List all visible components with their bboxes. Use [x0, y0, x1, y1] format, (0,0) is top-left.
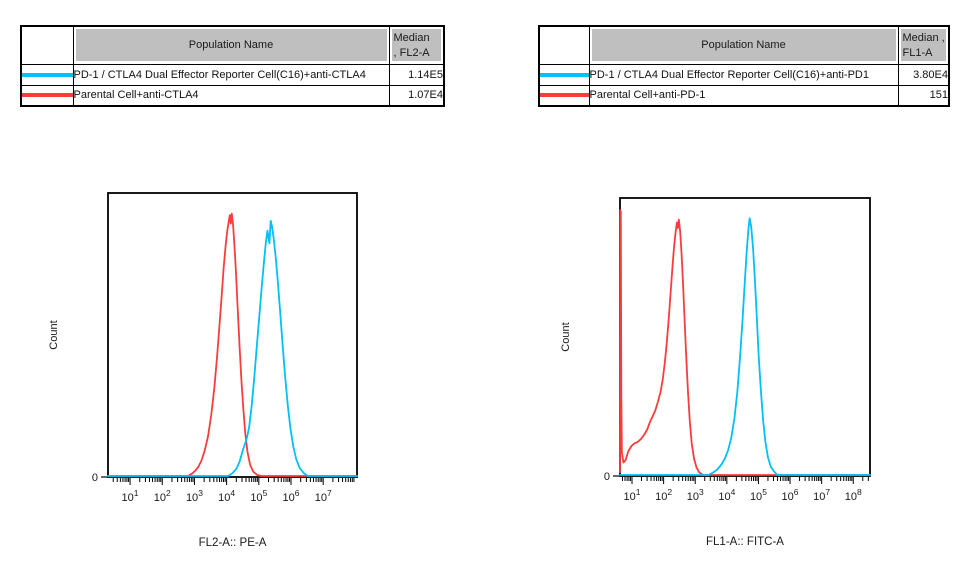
series-color-swatch-cyan — [540, 72, 588, 77]
x-tick-label: 107 — [315, 488, 332, 504]
x-tick-label: 106 — [782, 487, 799, 503]
series-curve — [619, 217, 871, 476]
x-tick-label: 105 — [750, 487, 767, 503]
median-header: Median , FL1-A — [897, 25, 950, 65]
y-axis-label: Count — [560, 322, 572, 351]
median-value-cell: 1.07E4 — [388, 84, 445, 107]
x-axis-ticks — [621, 477, 869, 484]
y-origin-label: 0 — [92, 472, 98, 484]
x-tick-label: 103 — [186, 488, 203, 504]
table-row: PD-1 / CTLA4 Dual Effector Reporter Cell… — [538, 63, 950, 86]
stats-table-left: Population Name Median, FL2-A PD-1 / CTL… — [20, 25, 445, 107]
x-tick-label: 105 — [250, 488, 267, 504]
median-value-cell: 3.80E4 — [897, 63, 950, 86]
median-header-label: Median , FL1-A — [900, 29, 946, 62]
series-color-swatch-cyan — [22, 72, 72, 77]
x-axis-label: FL1-A:: FITC-A — [706, 536, 784, 548]
x-tick-label: 104 — [718, 487, 735, 503]
plot-box — [107, 192, 358, 478]
population-name-cell: Parental Cell+anti-PD-1 — [588, 84, 899, 107]
population-name-cell: PD-1 / CTLA4 Dual Effector Reporter Cell… — [72, 63, 390, 86]
series-color-swatch-red — [540, 93, 588, 98]
table-row: Parental Cell+anti-PD-1 151 — [538, 84, 950, 107]
population-name-header-label: Population Name — [591, 29, 896, 62]
x-tick-label: 108 — [845, 487, 862, 503]
x-tick-label: 103 — [687, 487, 704, 503]
series-color-swatch-red — [22, 93, 72, 98]
series-curve — [107, 212, 358, 477]
x-axis-label: FL2-A:: PE-A — [199, 537, 267, 549]
x-tick-label: 102 — [655, 487, 672, 503]
table-row: PD-1 / CTLA4 Dual Effector Reporter Cell… — [20, 63, 445, 86]
stats-table-right: Population Name Median , FL1-A PD-1 / CTL… — [538, 25, 950, 107]
x-tick-label: 101 — [624, 487, 641, 503]
population-name-header-label: Population Name — [75, 29, 387, 62]
series-curve — [107, 219, 358, 477]
x-tick-label: 104 — [218, 488, 235, 504]
median-value-cell: 1.14E5 — [388, 63, 445, 86]
table-row: Parental Cell+anti-CTLA4 1.07E4 — [20, 84, 445, 107]
swatch-column-header — [538, 25, 590, 65]
series-curve — [619, 209, 871, 476]
x-tick-label: 101 — [122, 488, 139, 504]
population-name-cell: Parental Cell+anti-CTLA4 — [72, 84, 390, 107]
y-origin-label: 0 — [604, 471, 610, 483]
x-tick-label: 102 — [154, 488, 171, 504]
median-value-cell: 151 — [897, 84, 950, 107]
x-tick-label: 107 — [813, 487, 830, 503]
median-header-label: Median, FL2-A — [391, 29, 441, 62]
population-name-cell: PD-1 / CTLA4 Dual Effector Reporter Cell… — [588, 63, 899, 86]
swatch-column-header — [20, 25, 74, 65]
population-name-header: Population Name — [588, 25, 899, 65]
median-header: Median, FL2-A — [388, 25, 445, 65]
x-axis-ticks — [112, 478, 355, 485]
y-axis-label: Count — [48, 320, 60, 349]
x-tick-label: 106 — [283, 488, 300, 504]
population-name-header: Population Name — [72, 25, 390, 65]
plot-box — [619, 197, 871, 477]
